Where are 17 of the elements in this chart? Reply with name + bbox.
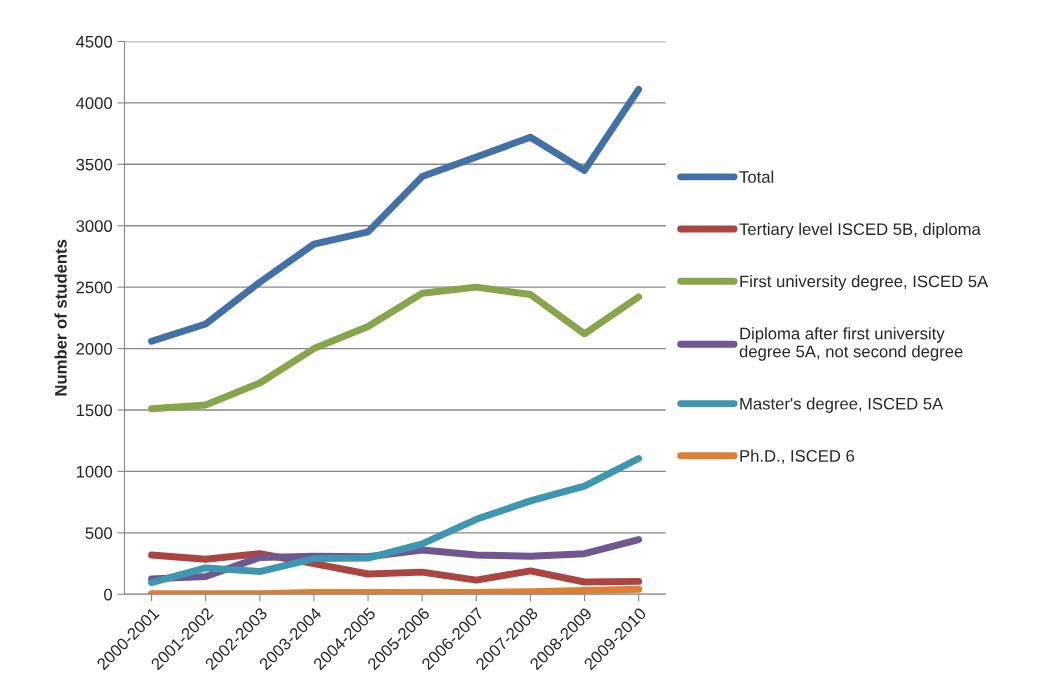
legend-label: Master's degree, ISCED 5A (740, 397, 944, 413)
y-tick-label: 3500 (76, 158, 113, 171)
y-axis-title: Number of students (54, 239, 67, 396)
y-tick-label: 0 (104, 588, 113, 601)
y-tick-label: 4000 (75, 97, 113, 110)
y-tick-label: 4500 (75, 35, 113, 48)
y-tick-label: 3000 (76, 220, 113, 232)
y-tick-label: 1500 (76, 404, 113, 417)
legend-label: Ph.D., ISCED 6 (740, 449, 855, 464)
legend-label: Diploma after first university degree 5A, not second degree (739, 327, 963, 361)
y-tick-label: 1000 (76, 465, 113, 478)
y-tick-label: 500 (85, 527, 113, 540)
legend-label: Total (739, 170, 774, 183)
legend-label: First university degree, ISCED 5A (740, 275, 989, 291)
legend-label: Tertiary level ISCED 5B, diploma (739, 222, 981, 239)
y-tick-label: 2500 (76, 281, 113, 294)
y-tick-label: 2000 (76, 342, 113, 355)
